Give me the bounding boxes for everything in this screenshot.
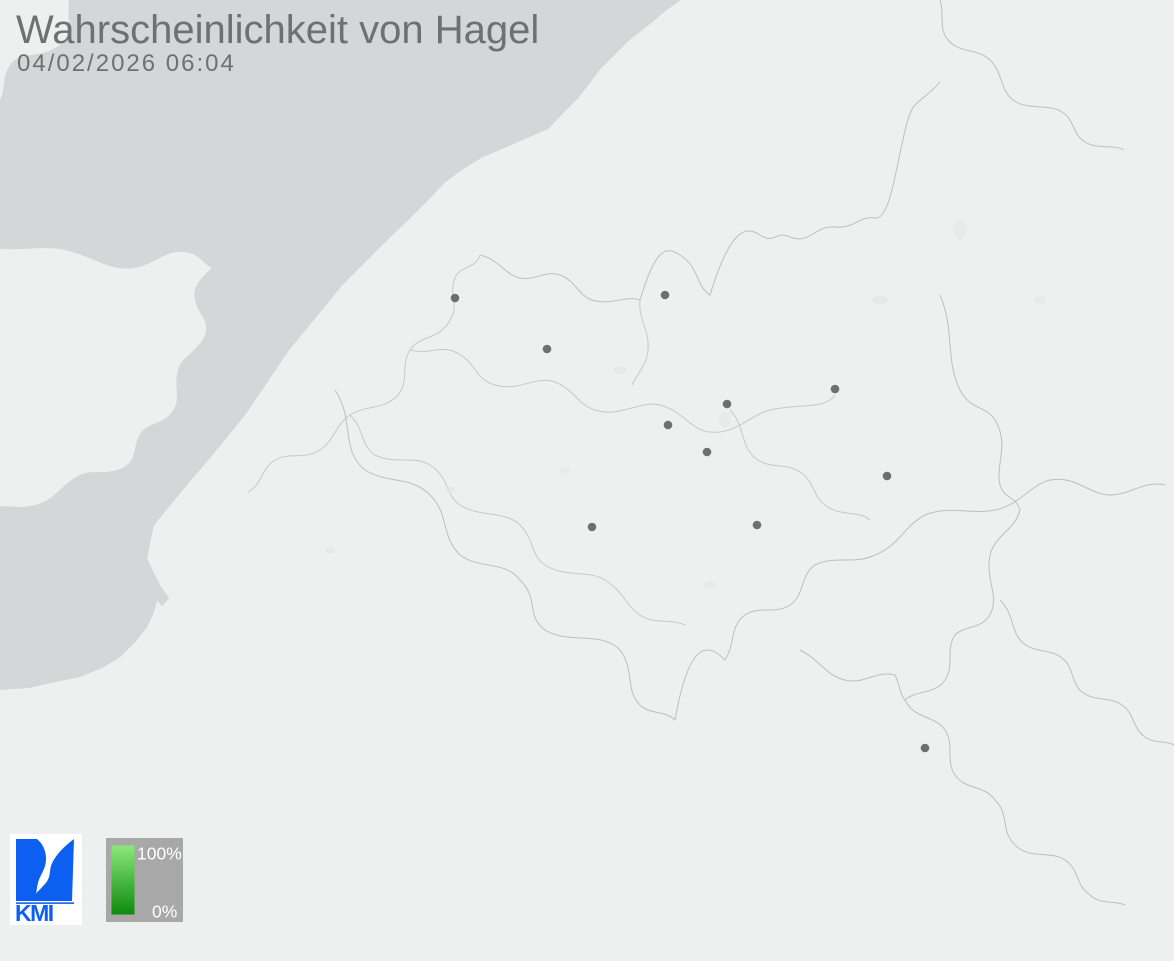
svg-text:0%: 0% bbox=[152, 902, 177, 922]
svg-text:100%: 100% bbox=[137, 844, 182, 864]
svg-text:KMI: KMI bbox=[15, 900, 53, 925]
